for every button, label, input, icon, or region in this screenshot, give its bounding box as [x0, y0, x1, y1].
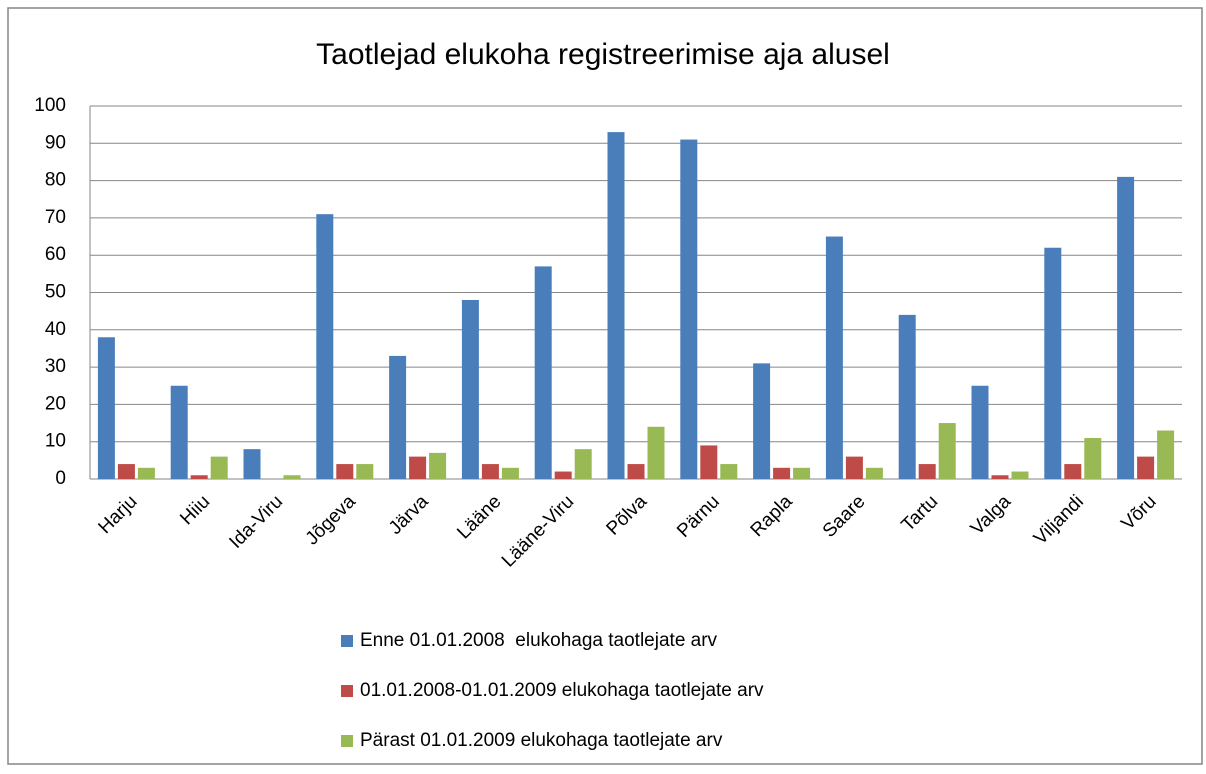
bar	[991, 475, 1009, 479]
y-tick-label: 70	[45, 207, 66, 228]
y-tick-label: 90	[45, 132, 66, 153]
bar	[700, 445, 718, 479]
bar	[865, 467, 883, 479]
bar	[574, 449, 592, 479]
bar	[429, 452, 447, 479]
bar	[845, 456, 863, 479]
bar	[1117, 176, 1135, 479]
bar	[137, 467, 155, 479]
bar	[1064, 464, 1082, 479]
y-tick-label: 30	[45, 356, 66, 377]
bar	[243, 449, 261, 479]
bar	[825, 236, 843, 479]
chart-title: Taotlejad elukoha registreerimise aja al…	[316, 38, 890, 71]
bar	[210, 456, 228, 479]
bar	[97, 337, 115, 479]
y-tick-label: 50	[45, 282, 66, 303]
bar	[356, 464, 374, 479]
legend-label: Enne 01.01.2008 elukohaga taotlejate arv	[360, 630, 718, 651]
bar	[971, 385, 989, 479]
y-tick-label: 0	[55, 468, 66, 489]
bar	[389, 355, 407, 479]
y-tick-label: 40	[45, 319, 66, 340]
bar	[938, 423, 956, 479]
legend-swatch	[341, 735, 353, 747]
bar	[793, 467, 811, 479]
y-tick-label: 10	[45, 431, 66, 452]
chart-border	[7, 7, 1203, 765]
bar	[409, 456, 427, 479]
bar	[336, 464, 354, 479]
y-tick-label: 60	[45, 244, 66, 265]
bar	[316, 214, 334, 480]
bar	[647, 426, 665, 479]
bar	[534, 266, 552, 479]
bar	[1011, 471, 1029, 479]
bar	[1157, 430, 1175, 479]
bar	[1044, 247, 1062, 479]
bar	[918, 464, 936, 479]
bar	[481, 464, 499, 479]
bar	[1084, 437, 1102, 479]
y-tick-label: 80	[45, 170, 66, 191]
bar	[461, 299, 479, 479]
legend-label: 01.01.2008-01.01.2009 elukohaga taotleja…	[360, 680, 764, 701]
y-tick-label: 20	[45, 393, 66, 414]
y-tick-label: 100	[34, 95, 66, 116]
legend-swatch	[341, 635, 353, 647]
bar	[720, 464, 738, 479]
bar	[627, 464, 645, 479]
bar	[773, 467, 791, 479]
legend-swatch	[341, 685, 353, 697]
bar	[1137, 456, 1155, 479]
bar	[170, 385, 188, 479]
bar	[501, 467, 519, 479]
bar	[680, 139, 698, 479]
bar	[753, 363, 771, 479]
bar	[283, 475, 301, 479]
bar	[607, 132, 625, 480]
bar	[898, 314, 916, 479]
bar	[117, 464, 135, 479]
legend-label: Pärast 01.01.2009 elukohaga taotlejate a…	[360, 730, 723, 751]
bar	[190, 475, 208, 479]
bar	[554, 471, 572, 479]
